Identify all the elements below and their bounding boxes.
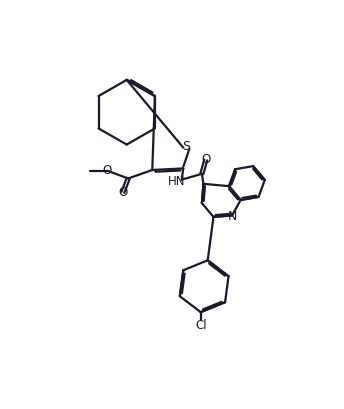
Text: N: N xyxy=(228,210,238,222)
Text: S: S xyxy=(182,139,190,153)
Text: HN: HN xyxy=(168,175,185,188)
Text: Cl: Cl xyxy=(195,319,206,332)
Text: O: O xyxy=(201,153,211,166)
Text: O: O xyxy=(103,164,112,177)
Text: O: O xyxy=(118,186,127,199)
